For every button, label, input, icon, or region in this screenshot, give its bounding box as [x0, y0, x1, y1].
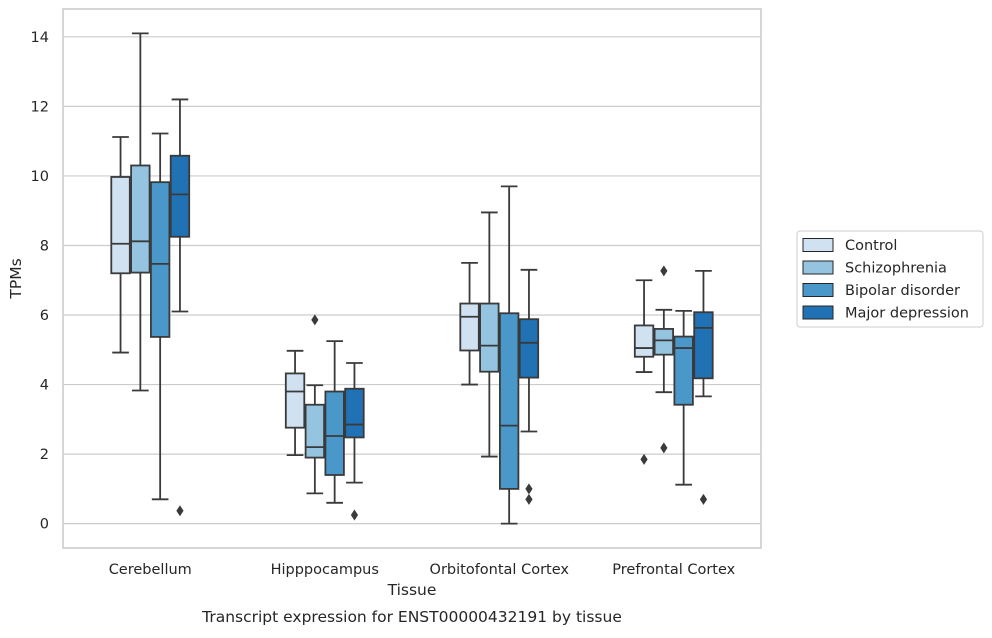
legend-item: Control [802, 238, 897, 254]
box-iqr [653, 328, 674, 356]
y-tick-label: 12 [31, 99, 49, 115]
y-tick-label: 10 [31, 169, 49, 185]
x-tick-label: Cerebellum [109, 562, 192, 578]
box-iqr [284, 372, 306, 429]
outlier-point [699, 493, 708, 505]
category-group [459, 185, 540, 525]
plot-frame [62, 8, 762, 549]
box-iqr [169, 154, 191, 238]
box-iqr [633, 324, 655, 358]
box-bipolar-disorder [324, 340, 345, 504]
legend-item: Bipolar disorder [802, 283, 960, 299]
y-tick-label: 4 [40, 378, 49, 394]
box-bipolar-disorder [673, 309, 694, 486]
box-iqr [693, 311, 714, 380]
legend-frame [796, 230, 984, 328]
legend-swatch [802, 260, 834, 275]
outlier-point [350, 509, 359, 521]
box-iqr [459, 302, 480, 352]
x-tick-labels: Cerebellum Hipppocampus Orbitofontal Corte… [109, 562, 736, 578]
outlier-point [660, 442, 668, 454]
legend-swatch [802, 238, 834, 252]
box-iqr [304, 403, 326, 459]
y-tick-label: 2 [40, 447, 49, 463]
x-tick-label: Orbitofontal Cortex [430, 562, 570, 578]
legend-item: Schizophrenia [802, 260, 947, 277]
box-schizophrenia [130, 32, 151, 392]
chart-caption: Transcript expression for ENST0000043219… [201, 608, 622, 626]
outlier-point [640, 453, 648, 465]
box-major-depression [693, 269, 714, 505]
box-schizophrenia [653, 265, 674, 454]
box-plot-groups [110, 32, 714, 525]
box-iqr [130, 164, 151, 274]
box-iqr [518, 318, 540, 379]
outlier-point [525, 483, 533, 495]
x-tick-label: Hipppocampus [271, 562, 379, 578]
box-major-depression [169, 98, 191, 517]
y-tick-label: 14 [31, 30, 49, 46]
x-axis-label: Tissue [387, 581, 437, 599]
outlier-point [311, 314, 319, 326]
box-iqr [673, 335, 694, 406]
box-iqr [149, 181, 171, 338]
y-axis-label: TPMs [7, 258, 25, 299]
category-group [284, 314, 365, 521]
x-tick-label: Prefrontal Cortex [612, 562, 735, 578]
legend-label: Schizophrenia [845, 261, 947, 277]
outlier-point [660, 265, 668, 277]
box-iqr [498, 312, 520, 490]
box-iqr [110, 176, 131, 275]
y-tick-label: 6 [40, 308, 49, 324]
box-schizophrenia [479, 211, 500, 458]
box-bipolar-disorder [498, 185, 520, 525]
box-schizophrenia [304, 314, 326, 495]
box-control [459, 261, 480, 386]
box-control [284, 349, 306, 457]
outlier-point [525, 493, 533, 505]
legend: Control Schizophrenia Bipolar disorder Majo… [796, 230, 984, 328]
box-iqr [344, 387, 365, 439]
box-control [633, 279, 655, 465]
legend-label: Control [845, 238, 897, 254]
category-group [633, 265, 714, 505]
legend-label: Major depression [845, 306, 969, 322]
legend-swatch [802, 305, 834, 320]
outlier-point [176, 505, 184, 517]
box-iqr [324, 390, 345, 476]
legend-label: Bipolar disorder [845, 283, 960, 299]
box-major-depression [344, 362, 365, 521]
y-tick-labels: 0 2 4 6 8 10 12 14 [31, 30, 49, 533]
category-group [110, 32, 191, 517]
legend-swatch [802, 283, 834, 297]
box-iqr [479, 302, 500, 373]
box-control [110, 136, 131, 354]
y-tick-label: 8 [40, 238, 49, 254]
legend-item: Major depression [802, 305, 969, 322]
y-tick-label: 0 [40, 517, 49, 533]
box-bipolar-disorder [149, 132, 171, 501]
box-major-depression [518, 268, 540, 505]
